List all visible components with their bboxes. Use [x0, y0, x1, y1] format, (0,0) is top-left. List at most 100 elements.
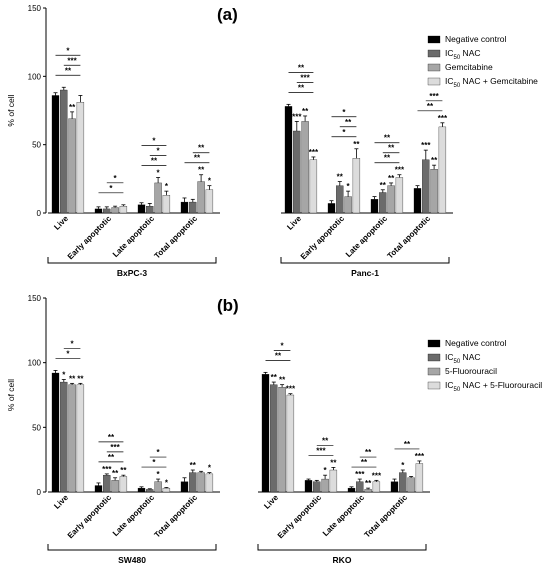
- y-tick-label: 150: [28, 4, 42, 13]
- comparison-star: *: [157, 448, 161, 457]
- legend-label: Negative control: [445, 338, 507, 348]
- comparison-star: ***: [316, 446, 326, 455]
- bar: [286, 394, 295, 493]
- bar: [321, 478, 329, 493]
- significance-star: ***: [372, 471, 382, 480]
- significance-star: *: [401, 461, 405, 470]
- y-axis-title: % of cell: [6, 94, 16, 126]
- bar: [103, 208, 111, 214]
- bar: [180, 201, 189, 214]
- significance-star: **: [302, 107, 309, 116]
- bar: [301, 121, 309, 214]
- comparison-star: *: [109, 184, 113, 193]
- comparison-star: **: [427, 102, 434, 111]
- comparison-star: **: [65, 66, 72, 75]
- bar: [261, 374, 270, 493]
- comparison-star: *: [152, 136, 156, 145]
- group-bracket: [47, 544, 217, 551]
- legend-label: IC50 NAC + Gemcitabine: [445, 76, 538, 89]
- bar: [413, 188, 422, 214]
- legend-swatch: [427, 63, 441, 72]
- category-label: Total apoptotic: [153, 214, 200, 261]
- significance-star: **: [77, 374, 84, 383]
- category-label: Late apoptotic: [111, 493, 156, 538]
- significance-star: **: [388, 174, 395, 183]
- category-label: Live: [262, 493, 280, 511]
- bar: [76, 384, 85, 493]
- comparison-star: *: [342, 128, 346, 137]
- bar: [372, 481, 381, 493]
- bar: [293, 130, 301, 214]
- significance-star: ***: [292, 112, 302, 121]
- bar: [370, 199, 379, 214]
- significance-star: ***: [421, 141, 431, 150]
- comparison-star: *: [114, 174, 118, 183]
- y-tick-label: 150: [28, 294, 42, 303]
- significance-star: ***: [415, 452, 425, 461]
- y-tick-label: 50: [32, 141, 41, 150]
- bar: [364, 489, 372, 493]
- bar: [137, 487, 146, 493]
- bar: [284, 106, 293, 214]
- category-label: Total apoptotic: [153, 493, 200, 540]
- bar: [356, 481, 364, 493]
- legend-swatch: [427, 339, 441, 348]
- category-label: Total apoptotic: [363, 493, 410, 540]
- bar: [278, 387, 286, 493]
- bar: [68, 384, 76, 493]
- bar: [154, 481, 162, 493]
- bar: [344, 196, 352, 214]
- category-label: Late apoptotic: [321, 493, 366, 538]
- legend-swatch: [427, 49, 441, 58]
- comparison-star: **: [404, 440, 411, 449]
- comparison-star: **: [194, 154, 201, 163]
- bar: [336, 185, 344, 214]
- category-label: Late apoptotic: [344, 214, 389, 259]
- category-label: Live: [52, 214, 70, 232]
- comparison-star: **: [361, 458, 368, 467]
- bar: [205, 189, 214, 214]
- legend-label: Negative control: [445, 34, 507, 44]
- bar: [415, 463, 424, 493]
- panel-label: (a): [217, 5, 238, 24]
- legend-label: IC50 NAC + 5-Fluorouracil: [445, 380, 542, 393]
- bar: [347, 487, 356, 493]
- bar: [68, 118, 76, 214]
- bar: [60, 381, 68, 493]
- comparison-star: *: [342, 108, 346, 117]
- bar: [309, 159, 318, 214]
- comparison-star: **: [384, 154, 391, 163]
- significance-star: *: [208, 177, 212, 186]
- group-bracket: [47, 257, 217, 264]
- comparison-star: *: [281, 341, 285, 350]
- significance-star: **: [337, 173, 344, 182]
- legend-swatch: [427, 367, 441, 376]
- comparison-star: ***: [110, 443, 120, 452]
- bar: [103, 475, 111, 493]
- comparison-star: **: [108, 453, 115, 462]
- comparison-star: *: [152, 458, 156, 467]
- comparison-star: **: [198, 144, 205, 153]
- comparison-star: **: [345, 118, 352, 127]
- bar: [390, 481, 399, 493]
- comparison-star: *: [71, 339, 75, 348]
- bar: [76, 102, 85, 214]
- significance-star: **: [120, 466, 127, 475]
- bar: [119, 206, 128, 214]
- comparison-star: **: [298, 83, 305, 92]
- bar: [94, 208, 103, 214]
- significance-star: **: [279, 376, 286, 385]
- bar: [313, 481, 321, 493]
- comparison-star: ***: [67, 56, 77, 65]
- bar: [205, 473, 214, 493]
- bar: [111, 480, 119, 493]
- bar: [422, 159, 430, 214]
- bar: [51, 95, 60, 214]
- category-label: Live: [52, 493, 70, 511]
- significance-star: **: [330, 458, 337, 467]
- bar: [189, 472, 197, 493]
- bar: [387, 185, 395, 214]
- bar: [137, 204, 146, 214]
- category-label: Late apoptotic: [111, 214, 156, 259]
- comparison-star: **: [365, 448, 372, 457]
